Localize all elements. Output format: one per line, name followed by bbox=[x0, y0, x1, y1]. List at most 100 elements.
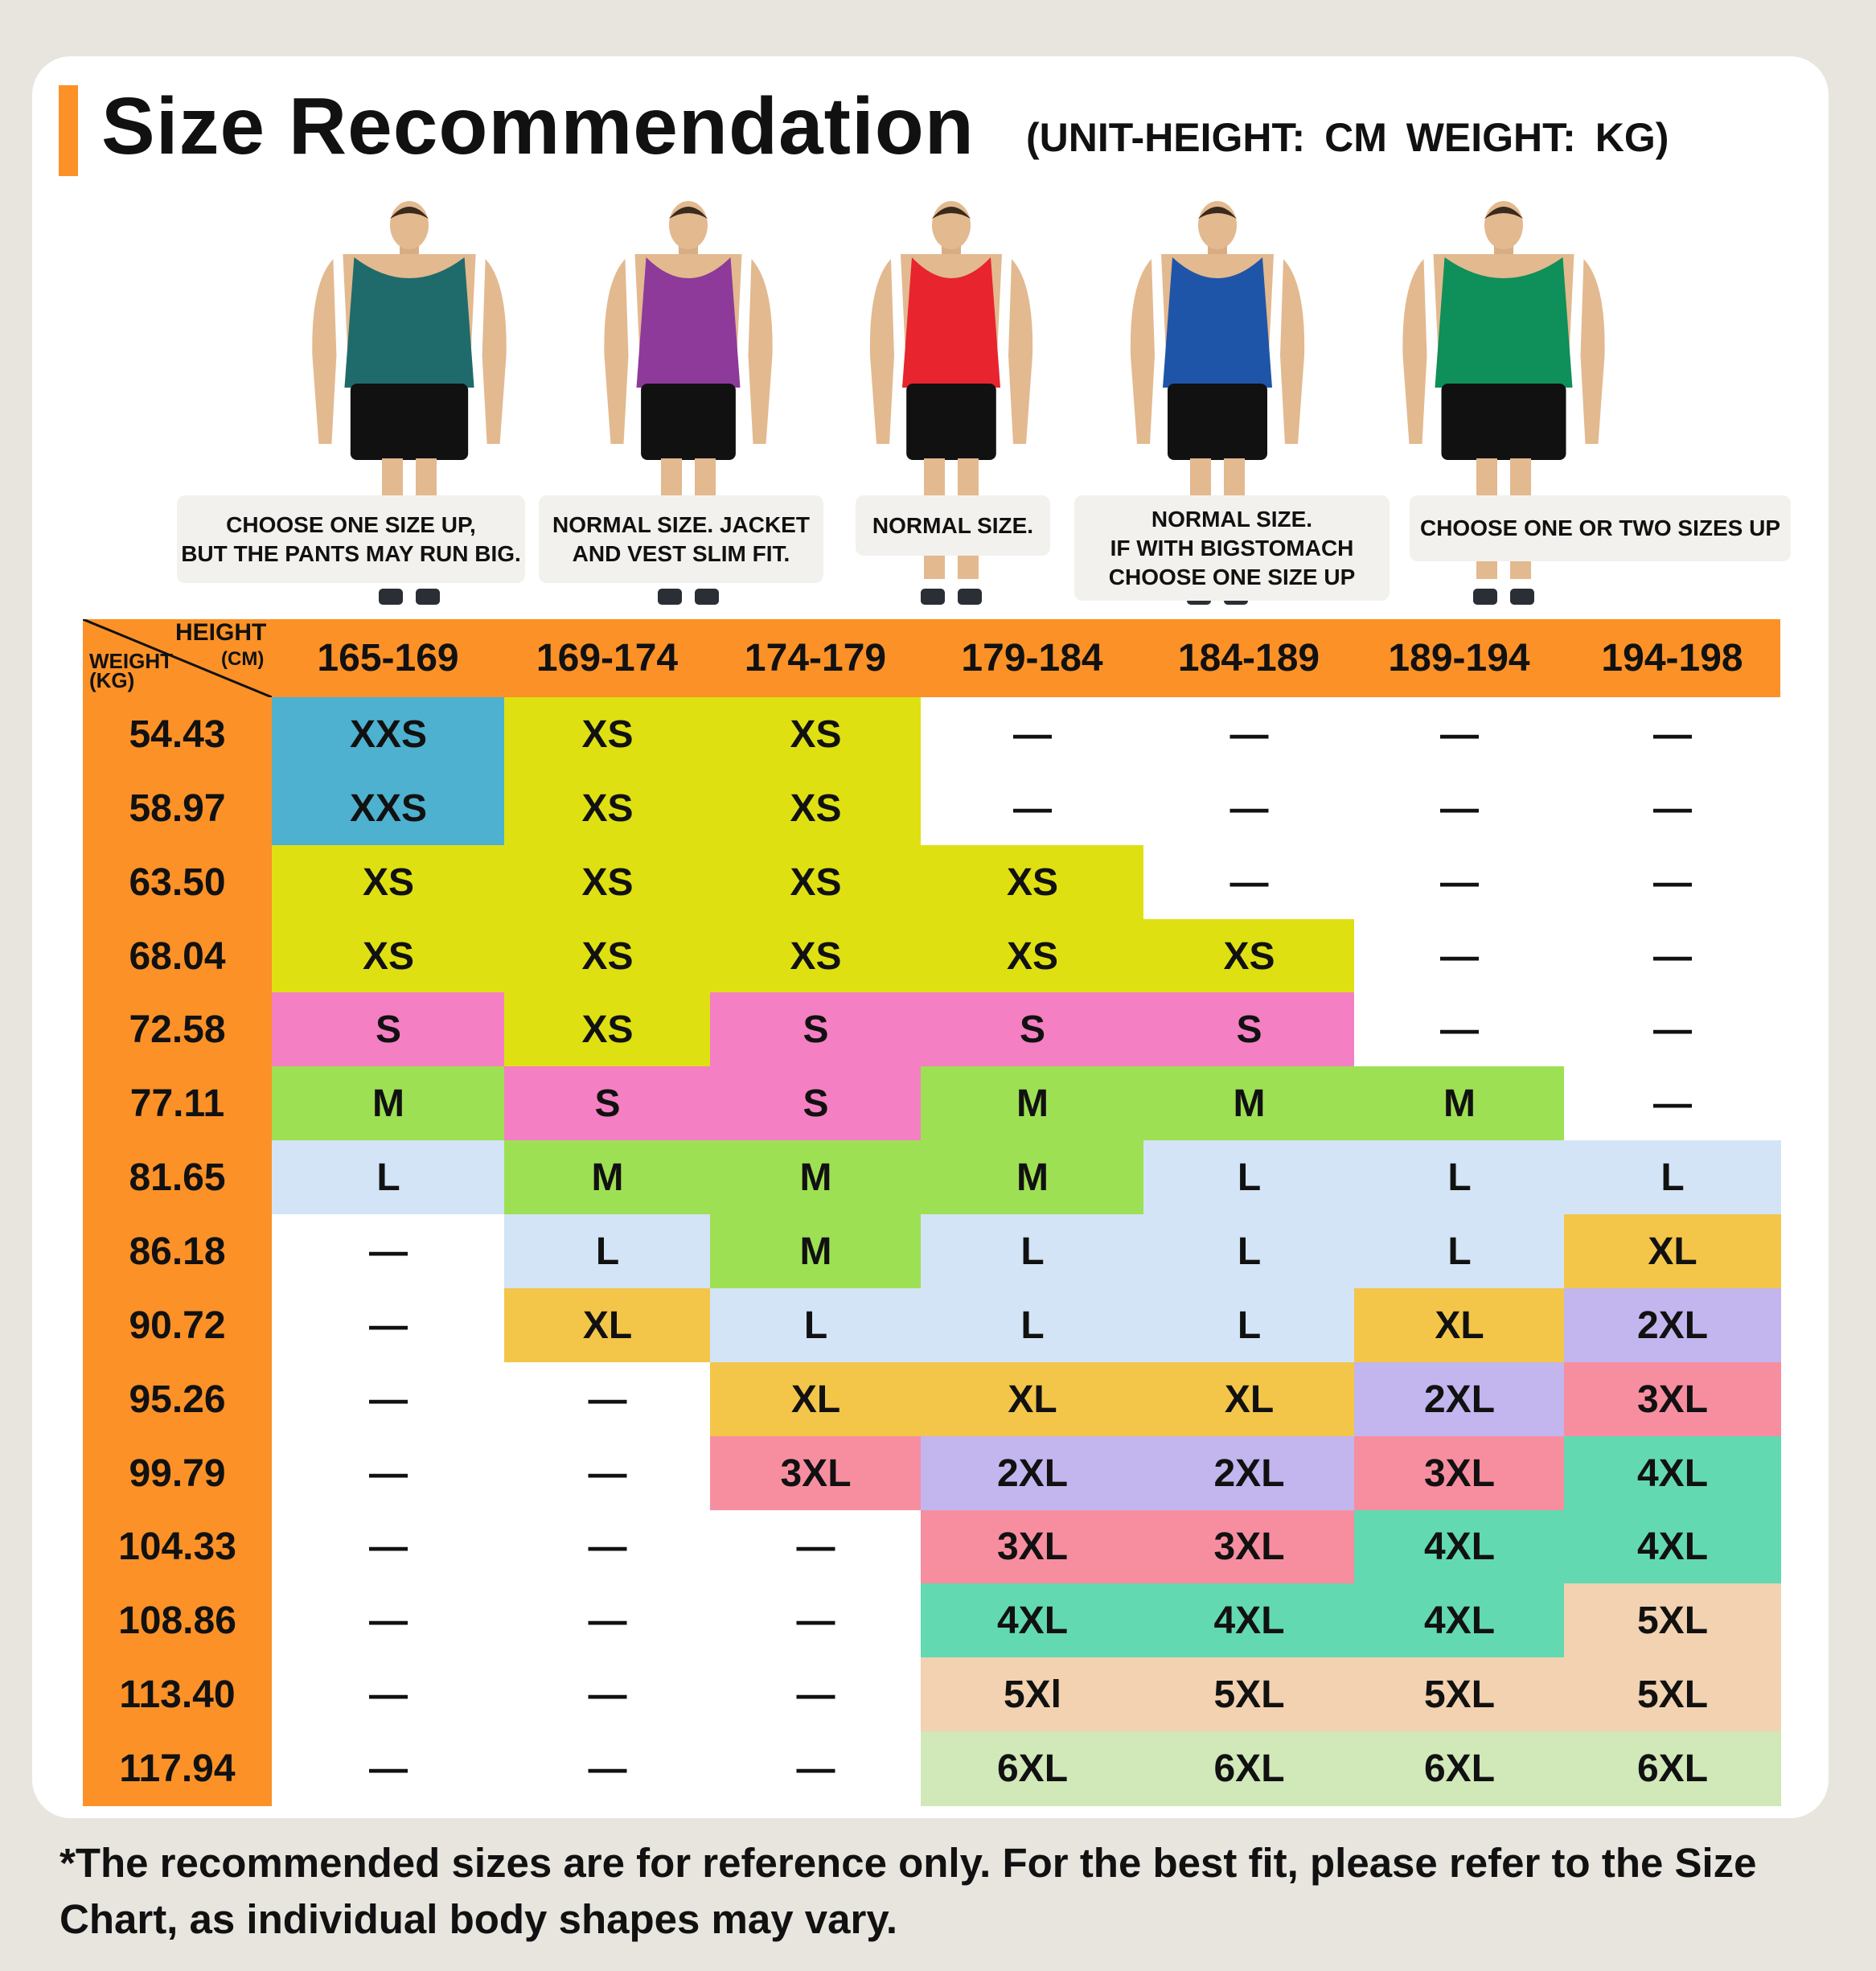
size-cell: XS bbox=[504, 770, 711, 846]
size-cell: XS bbox=[1143, 918, 1355, 994]
unit-subtitle: (UNIT-HEIGHT: CM WEIGHT: KG) bbox=[1026, 115, 1669, 160]
size-cell: S bbox=[272, 992, 505, 1068]
weight-label: 77.11 bbox=[83, 1066, 272, 1142]
size-cell: 6XL bbox=[1564, 1731, 1781, 1807]
height-header: 189-194 bbox=[1388, 637, 1530, 680]
size-cell: M bbox=[710, 1214, 922, 1289]
size-cell: L bbox=[1143, 1214, 1355, 1289]
size-cell: — bbox=[710, 1583, 922, 1659]
size-cell: 4XL bbox=[1354, 1583, 1565, 1659]
size-cell: XS bbox=[272, 918, 505, 994]
size-cell: L bbox=[1143, 1140, 1355, 1216]
size-cell: XS bbox=[504, 697, 711, 772]
size-cell: M bbox=[272, 1066, 505, 1142]
size-cell: 4XL bbox=[921, 1583, 1144, 1659]
size-cell: XS bbox=[710, 770, 922, 846]
size-cell: 2XL bbox=[1143, 1435, 1355, 1511]
figure-note-2: NORMAL SIZE. JACKET AND VEST SLIM FIT. bbox=[539, 495, 823, 583]
height-header: 174-179 bbox=[744, 637, 887, 680]
size-cell: — bbox=[272, 1435, 505, 1511]
size-cell: XL bbox=[1143, 1361, 1355, 1437]
size-cell: L bbox=[1354, 1214, 1565, 1289]
weight-label: 90.72 bbox=[83, 1287, 272, 1363]
size-cell: XS bbox=[710, 844, 922, 920]
page-title: Size Recommendation bbox=[101, 81, 975, 171]
size-cell: — bbox=[1354, 770, 1565, 846]
size-cell: — bbox=[272, 1214, 505, 1289]
footer-disclaimer: *The recommended sizes are for reference… bbox=[60, 1840, 1757, 1942]
size-cell: S bbox=[1143, 992, 1355, 1068]
size-cell: — bbox=[921, 770, 1144, 846]
size-cell: M bbox=[1143, 1066, 1355, 1142]
size-cell: — bbox=[272, 1287, 505, 1363]
size-cell: 5XL bbox=[1354, 1657, 1565, 1733]
size-cell: — bbox=[504, 1435, 711, 1511]
size-cell: XL bbox=[710, 1361, 922, 1437]
size-cell: XS bbox=[504, 918, 711, 994]
size-cell: — bbox=[710, 1731, 922, 1807]
weight-label: 117.94 bbox=[83, 1731, 272, 1807]
size-cell: 3XL bbox=[921, 1509, 1144, 1585]
size-cell: M bbox=[710, 1140, 922, 1216]
size-cell: L bbox=[1143, 1287, 1355, 1363]
size-cell: — bbox=[1143, 844, 1355, 920]
size-cell: XL bbox=[1354, 1287, 1565, 1363]
weight-label: 81.65 bbox=[83, 1140, 272, 1216]
size-cell: M bbox=[504, 1140, 711, 1216]
size-cell: — bbox=[1564, 697, 1781, 772]
size-cell: XS bbox=[504, 992, 711, 1068]
size-cell: L bbox=[272, 1140, 505, 1216]
size-cell: XS bbox=[921, 918, 1144, 994]
size-cell: — bbox=[1354, 697, 1565, 772]
size-cell: M bbox=[921, 1140, 1144, 1216]
size-cell: — bbox=[1143, 770, 1355, 846]
size-cell: — bbox=[710, 1657, 922, 1733]
size-cell: XS bbox=[921, 844, 1144, 920]
size-cell: 6XL bbox=[921, 1731, 1144, 1807]
size-cell: 5XL bbox=[1143, 1657, 1355, 1733]
size-cell: — bbox=[272, 1657, 505, 1733]
size-cell: — bbox=[1354, 992, 1565, 1068]
corner-kg: (KG) bbox=[89, 668, 135, 692]
size-cell: — bbox=[272, 1509, 505, 1585]
height-header: 179-184 bbox=[961, 637, 1103, 680]
size-cell: XL bbox=[1564, 1214, 1781, 1289]
size-cell: S bbox=[504, 1066, 711, 1142]
figure-2 bbox=[604, 201, 773, 605]
figure-note-5: CHOOSE ONE OR TWO SIZES UP bbox=[1410, 495, 1791, 561]
size-cell: XS bbox=[710, 918, 922, 994]
size-cell: 4XL bbox=[1564, 1435, 1781, 1511]
size-cell: 4XL bbox=[1564, 1509, 1781, 1585]
corner-height-label: HEIGHT bbox=[175, 619, 267, 646]
size-cell: 3XL bbox=[1354, 1435, 1565, 1511]
size-cell: 5Xl bbox=[921, 1657, 1144, 1733]
weight-label: 54.43 bbox=[83, 697, 272, 772]
size-cell: — bbox=[272, 1583, 505, 1659]
weight-label: 99.79 bbox=[83, 1435, 272, 1511]
corner-diagonal bbox=[83, 619, 272, 697]
size-cell: XL bbox=[921, 1361, 1144, 1437]
size-cell: S bbox=[710, 1066, 922, 1142]
size-cell: L bbox=[710, 1287, 922, 1363]
size-cell: XS bbox=[710, 697, 922, 772]
size-cell: 3XL bbox=[1564, 1361, 1781, 1437]
size-cell: — bbox=[272, 1361, 505, 1437]
figure-note-4: NORMAL SIZE. IF WITH BIGSTOMACH CHOOSE O… bbox=[1074, 495, 1390, 601]
size-cell: 6XL bbox=[1143, 1731, 1355, 1807]
corner-cm-label: (CM) bbox=[221, 648, 265, 670]
weight-label: 95.26 bbox=[83, 1361, 272, 1437]
weight-label: 58.97 bbox=[83, 770, 272, 846]
size-cell: 2XL bbox=[1564, 1287, 1781, 1363]
height-header: 165-169 bbox=[317, 637, 459, 680]
weight-label: 63.50 bbox=[83, 844, 272, 920]
size-cell: M bbox=[1354, 1066, 1565, 1142]
size-cell: — bbox=[1354, 918, 1565, 994]
size-cell: 5XL bbox=[1564, 1657, 1781, 1733]
size-cell: M bbox=[921, 1066, 1144, 1142]
size-cell: — bbox=[1564, 1066, 1781, 1142]
size-cell: L bbox=[1564, 1140, 1781, 1216]
size-cell: XXS bbox=[272, 770, 505, 846]
size-cell: — bbox=[921, 697, 1144, 772]
size-cell: 2XL bbox=[921, 1435, 1144, 1511]
size-cell: — bbox=[504, 1657, 711, 1733]
